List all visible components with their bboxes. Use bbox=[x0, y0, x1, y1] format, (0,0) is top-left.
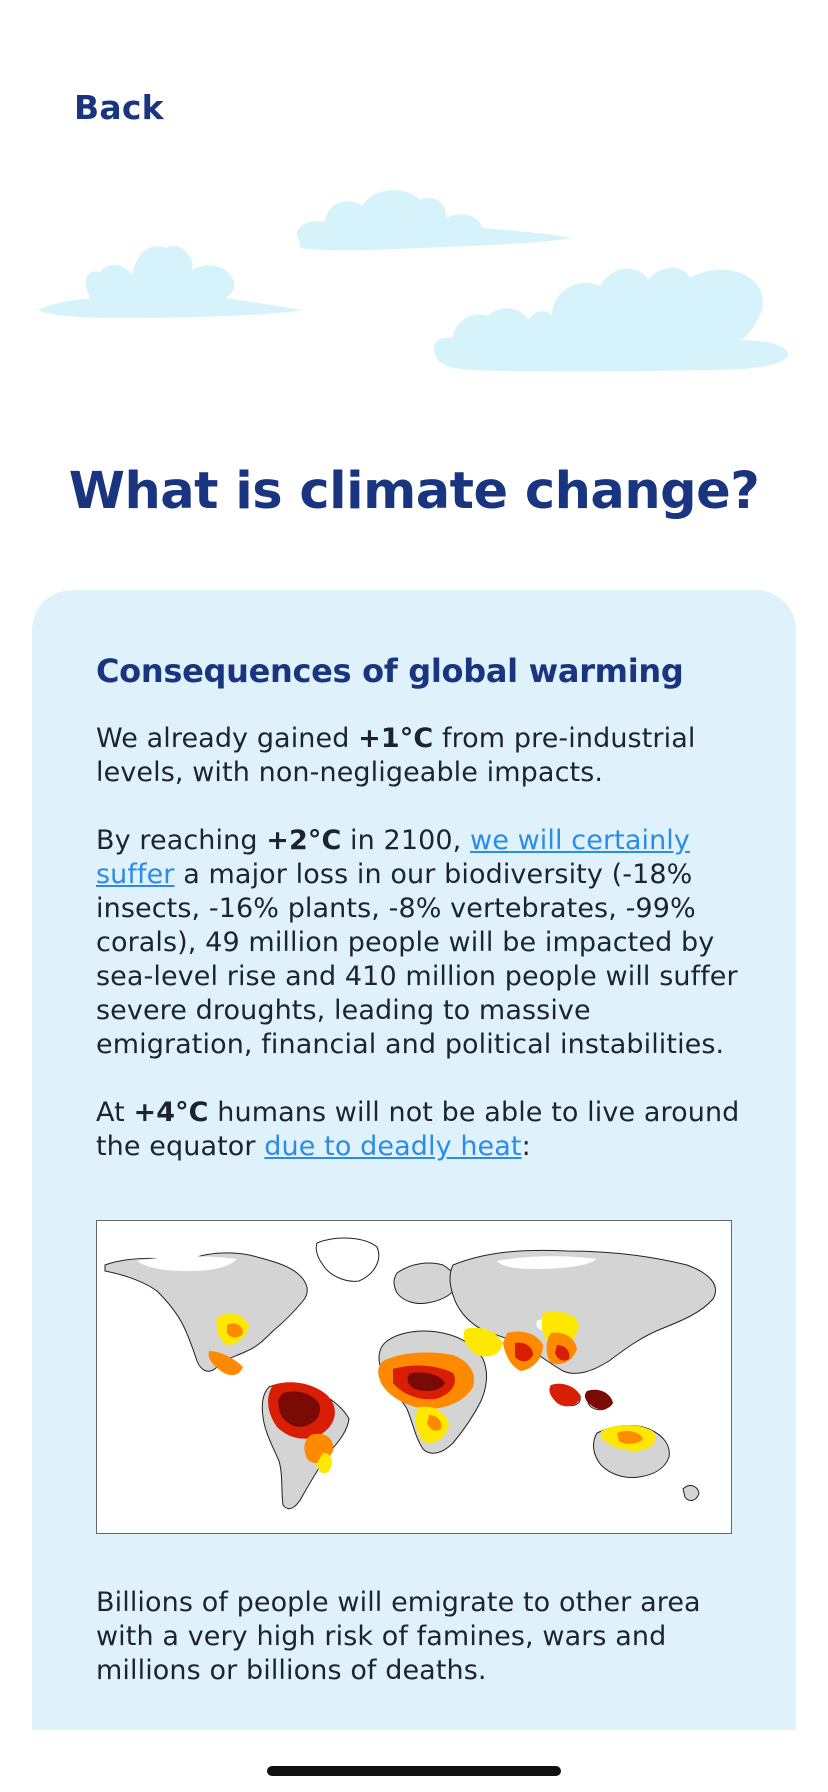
world-map-icon bbox=[104, 1237, 716, 1510]
paragraph-two-degrees: By reaching +2°C in 2100, we will certai… bbox=[96, 825, 738, 1060]
link-we-will-certainly-suffer[interactable]: we will certainly suffer bbox=[96, 825, 690, 890]
paragraph-emigration: Billions of people will emigrate to othe… bbox=[96, 1587, 701, 1686]
back-button[interactable]: Back bbox=[74, 88, 164, 127]
paragraph-current-warming: We already gained +1°C from pre-industri… bbox=[96, 723, 696, 788]
content-card: Consequences of global warming We alread… bbox=[32, 590, 796, 1730]
paragraph-four-degrees: At +4°C humans will not be able to live … bbox=[96, 1097, 740, 1162]
link-due-to-deadly-heat[interactable]: due to deadly heat bbox=[264, 1131, 522, 1162]
home-indicator[interactable] bbox=[267, 1766, 561, 1776]
page-title: What is climate change? bbox=[68, 462, 760, 521]
world-heat-map bbox=[96, 1220, 732, 1534]
clouds-illustration bbox=[38, 189, 789, 372]
section-heading: Consequences of global warming bbox=[96, 652, 684, 690]
